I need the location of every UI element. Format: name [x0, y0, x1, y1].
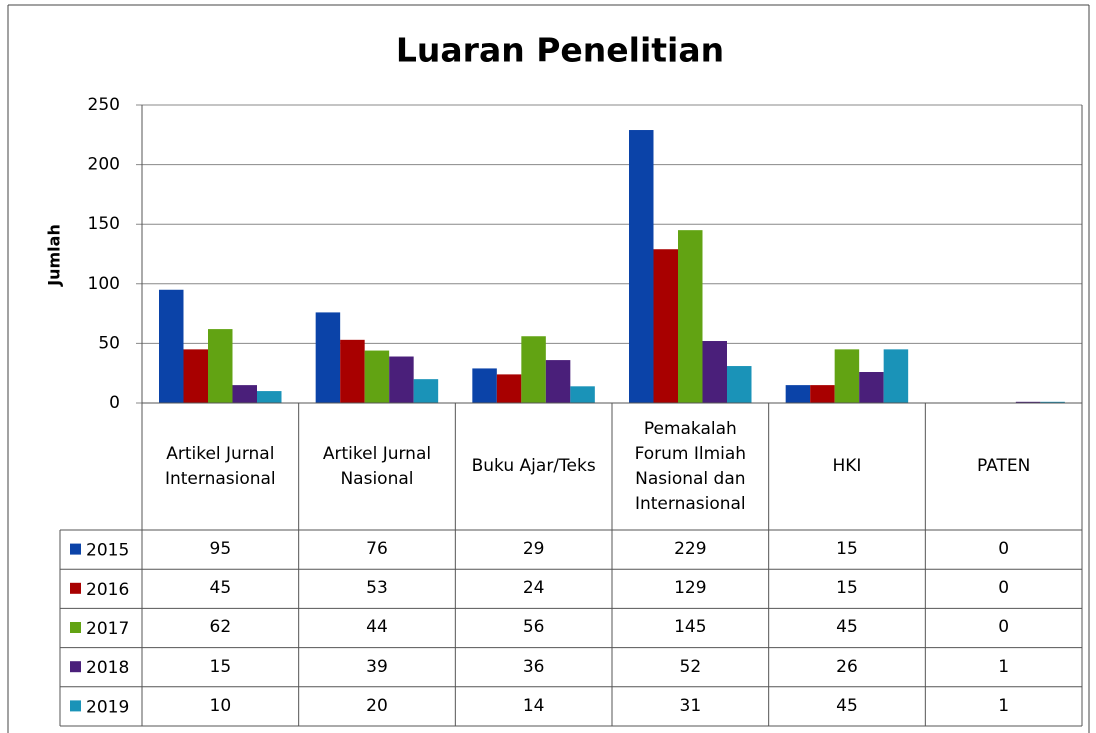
- category-label: PATEN: [976, 456, 1031, 476]
- bar: [159, 289, 184, 403]
- table-value: 0: [998, 578, 1010, 599]
- legend-label: 2019: [86, 697, 129, 717]
- y-tick-label: 100: [88, 274, 120, 294]
- bar: [521, 336, 546, 403]
- bar: [834, 349, 860, 403]
- y-axis-label: Jumlah: [45, 224, 64, 287]
- table-value: 39: [366, 656, 388, 677]
- table-value: 15: [836, 539, 858, 560]
- category-label: Pemakalah Forum Ilmiah Nasional dan Inte…: [634, 418, 747, 514]
- table-value: 1: [998, 695, 1010, 716]
- legend-swatch: [70, 622, 81, 633]
- legend-swatch: [70, 700, 81, 712]
- table-value: 24: [522, 578, 545, 599]
- legend-label: 2018: [86, 658, 129, 678]
- table-value: 14: [522, 695, 545, 716]
- table-value: 0: [998, 617, 1010, 638]
- legend-label: 2015: [86, 541, 129, 561]
- bar: [1040, 401, 1065, 403]
- y-tick-label: 50: [98, 333, 120, 353]
- bar: [702, 341, 727, 403]
- y-tick-label: 150: [88, 214, 120, 234]
- table-value: 95: [209, 539, 232, 560]
- bar: [183, 349, 208, 403]
- legend-swatch: [70, 582, 81, 594]
- table-value: 229: [674, 539, 707, 560]
- bar: [653, 249, 678, 403]
- table-value: 31: [679, 695, 702, 716]
- bar: [545, 360, 571, 403]
- table-value: 10: [209, 695, 232, 716]
- bar: [496, 374, 522, 403]
- table-value: 45: [209, 578, 232, 599]
- legend-label: 2017: [86, 619, 129, 639]
- table-value: 29: [522, 539, 545, 560]
- legend-label: 2016: [86, 580, 129, 600]
- bar: [570, 386, 595, 403]
- legend-swatch: [70, 543, 81, 555]
- table-value: 129: [674, 578, 707, 599]
- table-value: 52: [679, 656, 702, 677]
- bar: [727, 366, 752, 403]
- bar: [364, 350, 390, 403]
- table-value: 53: [366, 578, 388, 599]
- table-value: 15: [836, 578, 858, 599]
- bar: [629, 130, 654, 404]
- bar: [1015, 401, 1041, 403]
- table-value: 45: [836, 695, 858, 716]
- bar: [678, 230, 703, 403]
- category-label: Buku Ajar/Teks: [471, 456, 596, 476]
- table-value: 44: [366, 617, 388, 638]
- bar: [883, 349, 909, 403]
- category-label: Artikel Jurnal Nasional: [322, 443, 432, 489]
- category-label: HKI: [832, 456, 862, 476]
- bar: [340, 339, 365, 403]
- table-value: 56: [522, 617, 545, 638]
- table-value: 20: [366, 695, 388, 716]
- table-value: 1: [998, 656, 1010, 677]
- bar: [413, 379, 439, 403]
- table-value: 0: [998, 539, 1010, 560]
- table-value: 76: [366, 539, 388, 560]
- chart-title: Luaran Penelitian: [396, 31, 724, 70]
- table-value: 36: [522, 656, 545, 677]
- table-value: 15: [209, 656, 232, 677]
- bar: [257, 391, 282, 403]
- table-value: 45: [836, 617, 858, 638]
- bar: [785, 385, 811, 403]
- bar: [389, 356, 414, 403]
- bar: [315, 312, 341, 403]
- bar: [859, 372, 884, 403]
- legend-swatch: [70, 661, 81, 673]
- table-value: 145: [674, 617, 707, 638]
- bar: [472, 368, 497, 403]
- table-value: 26: [836, 656, 858, 677]
- category-label: Artikel Jurnal Internasional: [164, 443, 276, 489]
- bar: [810, 385, 835, 403]
- bar: [208, 329, 233, 403]
- table-value: 62: [209, 617, 232, 638]
- y-tick-label: 200: [88, 155, 120, 175]
- y-tick-label: 0: [109, 393, 120, 413]
- bar: [232, 385, 257, 403]
- y-tick-label: 250: [88, 95, 120, 115]
